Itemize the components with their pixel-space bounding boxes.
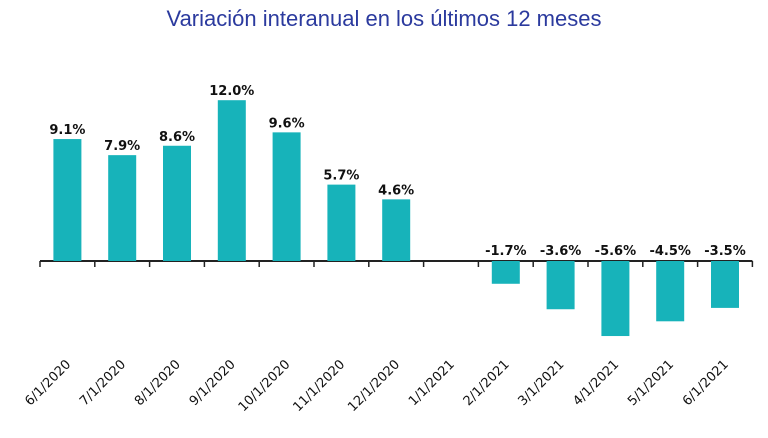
data-label: 7.9% — [104, 139, 140, 154]
x-tick-label: 5/1/2021 — [625, 357, 677, 409]
bar — [163, 145, 191, 261]
bar — [327, 184, 356, 261]
x-tick-label: 9/1/2020 — [187, 357, 239, 409]
bar — [491, 261, 520, 284]
data-label: -4.5% — [649, 244, 690, 259]
bar — [217, 100, 246, 261]
bar — [272, 132, 301, 261]
data-label: -1.7% — [485, 244, 526, 259]
bar — [711, 261, 739, 308]
bar — [108, 155, 137, 261]
data-label: 9.1% — [49, 123, 85, 138]
x-tick-label: 2/1/2021 — [461, 357, 513, 409]
x-tick-label: 4/1/2021 — [570, 357, 622, 409]
chart-title: Variación interanual en los últimos 12 m… — [166, 6, 602, 31]
x-tick-label: 1/1/2021 — [406, 357, 458, 409]
data-label: 12.0% — [209, 84, 254, 99]
bar — [601, 261, 630, 337]
bar — [382, 199, 411, 261]
x-tick-label: 10/1/2020 — [236, 357, 294, 415]
x-tick-label: 7/1/2020 — [77, 357, 129, 409]
data-label: 8.6% — [159, 130, 195, 145]
x-tick-label: 6/1/2020 — [22, 357, 74, 409]
data-label: -3.6% — [540, 244, 581, 259]
data-label: 9.6% — [269, 116, 305, 131]
data-label: -3.5% — [704, 244, 745, 259]
data-label: 5.7% — [323, 169, 359, 184]
x-tick-label: 12/1/2020 — [345, 357, 403, 415]
x-tick-label: 11/1/2020 — [290, 357, 348, 415]
x-tick-label: 3/1/2021 — [516, 357, 568, 409]
bar — [546, 261, 575, 310]
bar — [53, 139, 82, 261]
data-label: -5.6% — [595, 244, 636, 259]
x-tick-label: 6/1/2021 — [680, 357, 732, 409]
data-label: 4.6% — [378, 183, 414, 198]
bar — [656, 261, 685, 322]
x-tick-label: 8/1/2020 — [132, 357, 184, 409]
